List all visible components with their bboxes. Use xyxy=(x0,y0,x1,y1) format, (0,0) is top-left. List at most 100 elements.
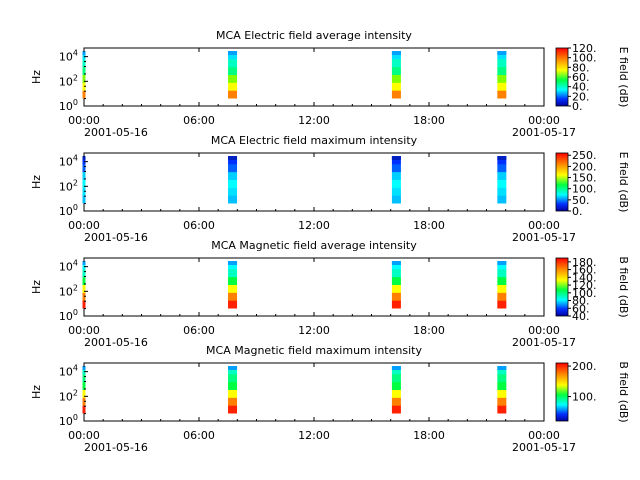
x-tick-label: 00:00 xyxy=(68,114,100,127)
x-date-label: 2001-05-17 xyxy=(512,336,576,349)
burst xyxy=(497,156,507,204)
colorbar-tick-label: 50. xyxy=(572,194,590,207)
colorbar xyxy=(555,152,569,212)
y-tick-label: 104 xyxy=(59,154,78,169)
panel-4: MCA Magnetic field maximum intensity 100 1… xyxy=(30,344,630,454)
x-tick-label: 18:00 xyxy=(413,324,445,337)
colorbar-tick-label: 40. xyxy=(572,81,590,94)
x-date-label: 2001-05-17 xyxy=(512,231,576,244)
colorbar-label: B field (dB) xyxy=(617,256,630,317)
x-tick-label: 18:00 xyxy=(413,429,445,442)
burst xyxy=(391,261,401,309)
panel-title: MCA Magnetic field maximum intensity xyxy=(206,344,422,357)
panel-title: MCA Electric field maximum intensity xyxy=(211,134,418,147)
x-tick-label: 12:00 xyxy=(298,219,330,232)
burst xyxy=(497,366,507,414)
burst xyxy=(497,261,507,309)
panel-title: MCA Electric field average intensity xyxy=(216,29,412,42)
x-tick-label: 12:00 xyxy=(298,324,330,337)
y-tick-label: 102 xyxy=(59,73,78,88)
y-tick-label: 100 xyxy=(59,413,78,428)
x-date-label: 2001-05-17 xyxy=(512,441,576,454)
colorbar-tick-label: 120. xyxy=(572,279,597,292)
x-tick-label: 18:00 xyxy=(413,219,445,232)
colorbar-tick-label: 60. xyxy=(572,302,590,315)
colorbar-tick-label: 180. xyxy=(572,256,597,269)
burst xyxy=(228,51,238,99)
y-tick-label: 104 xyxy=(59,364,78,379)
colorbar-label: E field (dB) xyxy=(617,152,630,213)
panel-1: MCA Electric field average intensity 100 1… xyxy=(30,29,630,139)
x-tick-label: 00:00 xyxy=(528,219,560,232)
colorbar-tick-label: 200. xyxy=(572,360,597,373)
y-tick-label: 100 xyxy=(59,308,78,323)
y-tick-label: 104 xyxy=(59,259,78,274)
burst xyxy=(391,366,401,414)
panel-2: MCA Electric field maximum intensity 100 1… xyxy=(30,134,630,244)
colorbar-tick-label: 100. xyxy=(572,287,597,300)
y-tick-label: 104 xyxy=(59,49,78,64)
colorbar-tick-label: 80. xyxy=(572,295,590,308)
x-date-label: 2001-05-16 xyxy=(84,441,148,454)
colorbar-tick-label: 0. xyxy=(572,205,583,218)
x-tick-label: 06:00 xyxy=(183,324,215,337)
y-tick-label: 100 xyxy=(59,203,78,218)
colorbar-tick-label: 150. xyxy=(572,172,597,185)
colorbar-tick-label: 40. xyxy=(572,310,590,323)
panel-3: MCA Magnetic field average intensity 100 1… xyxy=(30,239,630,349)
colorbar-tick-label: 100. xyxy=(572,52,597,65)
x-tick-label: 00:00 xyxy=(528,114,560,127)
x-date-label: 2001-05-16 xyxy=(84,126,148,139)
colorbar-tick-label: 160. xyxy=(572,264,597,277)
colorbar-tick-label: 0. xyxy=(572,100,583,113)
colorbar-tick-label: 250. xyxy=(572,149,597,162)
y-axis-label: Hz xyxy=(30,280,43,294)
y-axis-label: Hz xyxy=(30,385,43,399)
x-tick-label: 12:00 xyxy=(298,429,330,442)
y-axis-label: Hz xyxy=(30,70,43,84)
plot-area xyxy=(83,152,545,212)
burst xyxy=(391,51,401,99)
burst xyxy=(391,156,401,204)
plot-area xyxy=(83,257,545,317)
x-tick-label: 00:00 xyxy=(528,429,560,442)
colorbar-label: B field (dB) xyxy=(617,361,630,422)
plot-area xyxy=(83,47,545,107)
x-tick-label: 00:00 xyxy=(68,429,100,442)
colorbar-tick-label: 80. xyxy=(572,61,590,74)
y-tick-label: 100 xyxy=(59,98,78,113)
colorbar-tick-label: 120. xyxy=(572,42,597,55)
y-tick-label: 102 xyxy=(59,388,78,403)
x-date-label: 2001-05-16 xyxy=(84,231,148,244)
panel-title: MCA Magnetic field average intensity xyxy=(211,239,417,252)
x-tick-label: 00:00 xyxy=(528,324,560,337)
y-tick-label: 102 xyxy=(59,178,78,193)
colorbar xyxy=(555,362,569,422)
x-tick-label: 00:00 xyxy=(68,324,100,337)
colorbar-tick-label: 60. xyxy=(572,71,590,84)
colorbar-tick-label: 100. xyxy=(572,183,597,196)
x-tick-label: 12:00 xyxy=(298,114,330,127)
colorbar xyxy=(555,47,569,107)
x-date-label: 2001-05-16 xyxy=(84,336,148,349)
burst xyxy=(228,156,238,204)
x-tick-label: 00:00 xyxy=(68,219,100,232)
y-axis-label: Hz xyxy=(30,175,43,189)
colorbar-tick-label: 140. xyxy=(572,271,597,284)
colorbar-label: E field (dB) xyxy=(617,47,630,108)
burst xyxy=(228,366,238,414)
y-tick-label: 102 xyxy=(59,283,78,298)
burst xyxy=(497,51,507,99)
x-tick-label: 06:00 xyxy=(183,219,215,232)
x-date-label: 2001-05-17 xyxy=(512,126,576,139)
plot-area xyxy=(83,362,545,422)
x-tick-label: 18:00 xyxy=(413,114,445,127)
colorbar-tick-label: 200. xyxy=(572,160,597,173)
burst xyxy=(228,261,238,309)
colorbar-tick-label: 100. xyxy=(572,391,597,404)
x-tick-label: 06:00 xyxy=(183,114,215,127)
colorbar-tick-label: 20. xyxy=(572,90,590,103)
colorbar xyxy=(555,257,569,317)
x-tick-label: 06:00 xyxy=(183,429,215,442)
